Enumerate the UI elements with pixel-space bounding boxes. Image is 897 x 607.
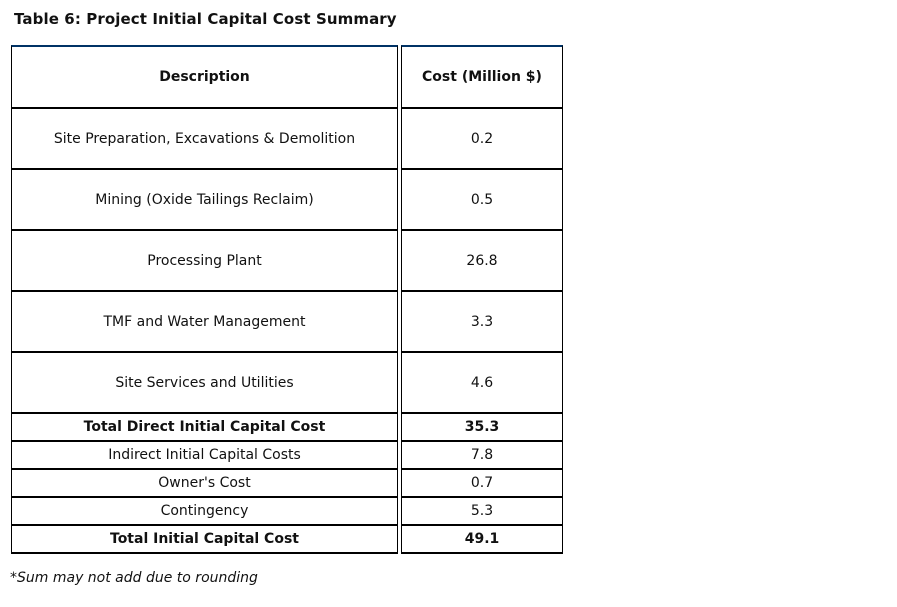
- capital-cost-table: Description Cost (Million $) Site Prepar…: [8, 45, 566, 554]
- cell-description: TMF and Water Management: [11, 291, 398, 352]
- rounding-footnote: *Sum may not add due to rounding: [10, 570, 258, 586]
- table-row: Site Preparation, Excavations & Demoliti…: [11, 108, 563, 169]
- cell-cost: 0.7: [401, 469, 563, 497]
- table-row: Contingency 5.3: [11, 497, 563, 525]
- table-row: Processing Plant 26.8: [11, 230, 563, 291]
- cell-description: Mining (Oxide Tailings Reclaim): [11, 169, 398, 230]
- cell-cost: 4.6: [401, 352, 563, 413]
- table-row: Owner's Cost 0.7: [11, 469, 563, 497]
- cell-description: Indirect Initial Capital Costs: [11, 441, 398, 469]
- table-row: Site Services and Utilities 4.6: [11, 352, 563, 413]
- cell-cost: 0.2: [401, 108, 563, 169]
- cell-description: Contingency: [11, 497, 398, 525]
- document-page: Table 6: Project Initial Capital Cost Su…: [0, 10, 897, 607]
- cell-cost: 35.3: [401, 413, 563, 441]
- cell-description: Site Services and Utilities: [11, 352, 398, 413]
- table-row: Mining (Oxide Tailings Reclaim) 0.5: [11, 169, 563, 230]
- table-row: Indirect Initial Capital Costs 7.8: [11, 441, 563, 469]
- table-row-total-direct: Total Direct Initial Capital Cost 35.3: [11, 413, 563, 441]
- cell-cost: 5.3: [401, 497, 563, 525]
- cell-description: Processing Plant: [11, 230, 398, 291]
- cell-cost: 0.5: [401, 169, 563, 230]
- table-row-total-initial: Total Initial Capital Cost 49.1: [11, 525, 563, 554]
- cell-description: Site Preparation, Excavations & Demoliti…: [11, 108, 398, 169]
- cell-cost: 49.1: [401, 525, 563, 554]
- cell-cost: 3.3: [401, 291, 563, 352]
- cell-cost: 7.8: [401, 441, 563, 469]
- cell-description: Owner's Cost: [11, 469, 398, 497]
- cell-description: Total Direct Initial Capital Cost: [11, 413, 398, 441]
- cell-cost: 26.8: [401, 230, 563, 291]
- table-row: TMF and Water Management 3.3: [11, 291, 563, 352]
- table-header-row: Description Cost (Million $): [11, 45, 563, 108]
- cell-description: Total Initial Capital Cost: [11, 525, 398, 554]
- page-title: Table 6: Project Initial Capital Cost Su…: [14, 10, 397, 28]
- column-header-cost: Cost (Million $): [401, 45, 563, 108]
- column-header-description: Description: [11, 45, 398, 108]
